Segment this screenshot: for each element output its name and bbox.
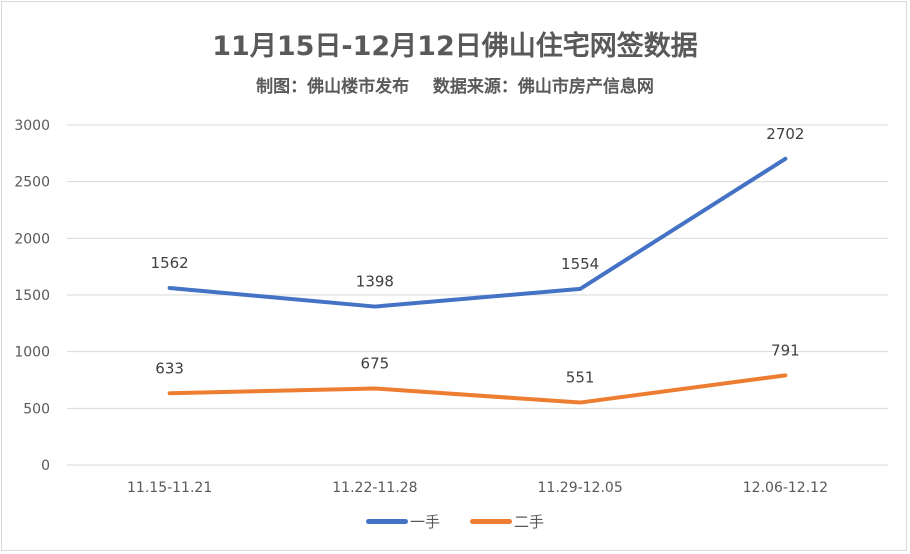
- data-label: 675: [361, 355, 390, 373]
- data-label: 551: [566, 369, 595, 387]
- legend-label: 二手: [514, 513, 545, 531]
- data-label: 1398: [356, 273, 394, 291]
- data-label: 1554: [561, 255, 599, 273]
- data-label: 633: [155, 359, 184, 377]
- y-tick-label: 1500: [14, 288, 50, 304]
- chart-subtitle: 制图：佛山楼市发布 数据来源：佛山市房产信息网: [256, 77, 654, 97]
- x-tick-label: 11.15-11.21: [127, 480, 212, 496]
- y-tick-label: 1000: [14, 345, 50, 361]
- data-label: 1562: [151, 254, 189, 272]
- y-tick-label: 3000: [14, 118, 50, 134]
- series-line-1: [167, 373, 788, 405]
- y-tick-label: 500: [23, 401, 50, 417]
- legend-item-series-1: 二手: [470, 511, 544, 532]
- y-tick-label: 2000: [14, 231, 50, 247]
- x-tick-label: 12.06-12.12: [743, 480, 828, 496]
- y-tick-label: 0: [41, 458, 50, 474]
- legend: 一手 二手: [0, 511, 910, 532]
- legend-swatch: [365, 519, 408, 524]
- legend-swatch: [470, 519, 512, 524]
- x-tick-label: 11.22-11.28: [332, 480, 417, 496]
- chart-title: 11月15日-12月12日佛山住宅网签数据: [212, 31, 698, 62]
- x-tick-label: 11.29-12.05: [538, 480, 623, 496]
- data-label: 791: [771, 341, 800, 359]
- data-label: 2702: [766, 125, 804, 143]
- y-tick-label: 2500: [14, 175, 50, 191]
- legend-label: 一手: [409, 513, 440, 531]
- series-line-0: [167, 156, 788, 309]
- legend-item-series-0: 一手: [365, 511, 440, 532]
